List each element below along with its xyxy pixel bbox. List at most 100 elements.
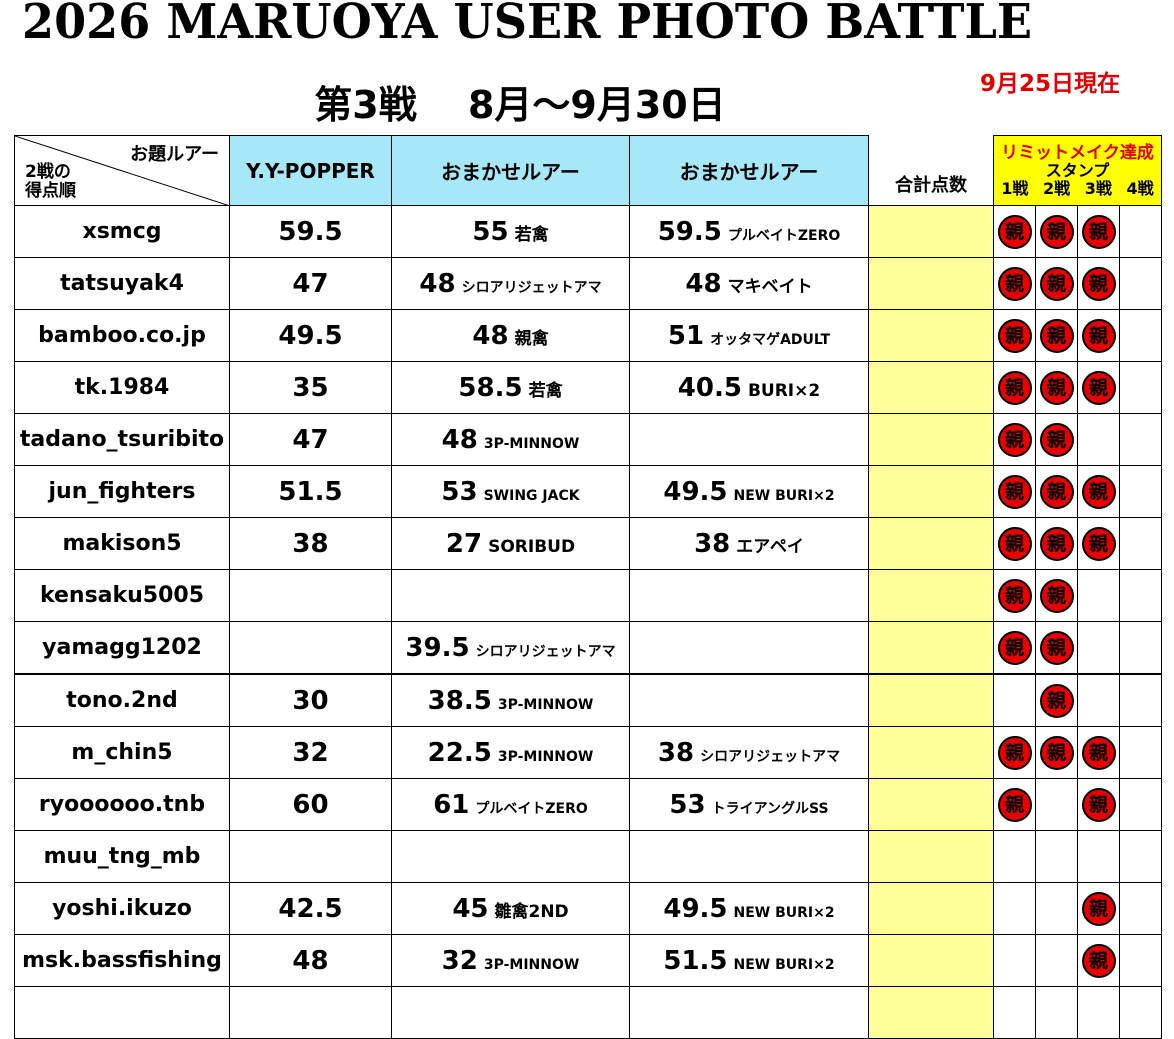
lure: プルベイトZERO bbox=[727, 227, 841, 244]
stamp: 親 bbox=[1081, 370, 1116, 405]
stamp-cell: 親 bbox=[1035, 569, 1078, 622]
total-cell bbox=[868, 934, 994, 987]
lure: シロアリジェットアマ bbox=[700, 748, 841, 765]
corner-top: お題ルアー bbox=[130, 144, 219, 165]
total-cell bbox=[868, 882, 994, 935]
stamp-cell bbox=[1119, 882, 1162, 935]
entry-cell bbox=[391, 569, 630, 622]
entry-cell: 38 シロアリジェットアマ bbox=[629, 726, 869, 779]
column-header: Y.Y-POPPER bbox=[229, 135, 392, 206]
total-cell bbox=[868, 257, 994, 310]
stamp-cell: 親 bbox=[993, 621, 1036, 675]
stamp: 親 bbox=[997, 318, 1032, 353]
stamp-cell bbox=[1119, 934, 1162, 987]
score: 45 bbox=[452, 893, 489, 924]
row: tk.1984 35 58.5 若禽 40.5 BURI×2 親親親 bbox=[14, 361, 1162, 414]
stamp-cell: 親 bbox=[993, 205, 1036, 258]
score-table: お題ルアー 2戦の 得点順 Y.Y-POPPER おまかせルアー おまかせルアー … bbox=[14, 135, 1162, 1039]
total-cell bbox=[868, 413, 994, 466]
stamp-cell: 親 bbox=[1077, 309, 1120, 362]
stamp-cell bbox=[1119, 673, 1162, 727]
stamp: 親 bbox=[1039, 214, 1074, 249]
stamp-cell: 親 bbox=[993, 569, 1036, 622]
stamp-cell bbox=[1119, 465, 1162, 518]
stamp-cell bbox=[1077, 621, 1120, 675]
row: kensaku5005 親親 bbox=[14, 569, 1162, 622]
stamp-cell: 親 bbox=[1035, 465, 1078, 518]
name-cell: msk.bassfishing bbox=[14, 934, 230, 987]
entry-cell bbox=[629, 569, 869, 622]
empty-cell bbox=[868, 986, 994, 1039]
stamp-cell bbox=[1035, 934, 1078, 987]
stamp: 親 bbox=[1081, 474, 1116, 509]
score-cell: 38 bbox=[229, 517, 392, 570]
stamp: 親 bbox=[997, 735, 1032, 770]
stamp: 親 bbox=[1039, 422, 1074, 457]
corner-bottom: 2戦の 得点順 bbox=[25, 163, 76, 201]
score: 61 bbox=[433, 789, 470, 820]
empty-cell bbox=[1035, 986, 1078, 1039]
stamp-cell bbox=[1119, 361, 1162, 414]
stamp: 親 bbox=[997, 787, 1032, 822]
row: xsmcg 59.5 55 若禽 59.5 プルベイトZERO 親親親 bbox=[14, 205, 1162, 258]
corner-cell: お題ルアー 2戦の 得点順 bbox=[14, 135, 230, 206]
score: 32 bbox=[441, 945, 478, 976]
stamp-cell bbox=[1119, 569, 1162, 622]
corner-line: 2戦の bbox=[25, 162, 71, 182]
row: bamboo.co.jp 49.5 48 親禽 51 オッタマゲADULT 親親親 bbox=[14, 309, 1162, 362]
lure: NEW BURI×2 bbox=[733, 487, 835, 504]
stamp-cell: 親 bbox=[1035, 673, 1078, 727]
stamp: 親 bbox=[1039, 735, 1074, 770]
entry-cell: 59.5 プルベイトZERO bbox=[629, 205, 869, 258]
corner-line: 得点順 bbox=[25, 181, 76, 201]
lure: シロアリジェットアマ bbox=[475, 643, 616, 660]
score-cell: 47 bbox=[229, 257, 392, 310]
row: yoshi.ikuzo 42.5 45 雛禽2ND 49.5 NEW BURI×2 親 bbox=[14, 882, 1162, 935]
stamp: 親 bbox=[1081, 318, 1116, 353]
stamp-cell: 親 bbox=[1035, 205, 1078, 258]
score-cell bbox=[229, 569, 392, 622]
entry-cell: 53 トライアングルSS bbox=[629, 778, 869, 831]
title: 2026 MARUOYA USER PHOTO BATTLE bbox=[22, 0, 1032, 50]
stamp: 親 bbox=[997, 370, 1032, 405]
lure: 3P-MINNOW bbox=[497, 748, 594, 765]
empty-cell bbox=[14, 986, 230, 1039]
score: 49.5 bbox=[278, 320, 343, 351]
score-cell: 42.5 bbox=[229, 882, 392, 935]
name-cell: yoshi.ikuzo bbox=[14, 882, 230, 935]
entry-cell: 27 SORIBUD bbox=[391, 517, 630, 570]
stamp-cell: 親 bbox=[1077, 205, 1120, 258]
stamp-cell bbox=[1035, 830, 1078, 883]
column-header: 合計点数 bbox=[868, 135, 994, 206]
score: 32 bbox=[292, 737, 329, 768]
stamp-subtitle: スタンプ bbox=[1045, 160, 1110, 180]
stamp-cell bbox=[1035, 778, 1078, 831]
stamp-cell: 親 bbox=[993, 726, 1036, 779]
score: 58.5 bbox=[458, 372, 523, 403]
as-of-date: 9月25日現在 bbox=[980, 71, 1121, 97]
stamp-cell: 親 bbox=[993, 361, 1036, 414]
score: 49.5 bbox=[663, 893, 728, 924]
name-cell: yamagg1202 bbox=[14, 621, 230, 675]
total-cell bbox=[868, 465, 994, 518]
stamp-cell: 親 bbox=[1077, 934, 1120, 987]
column-header: おまかせルアー bbox=[629, 135, 869, 206]
lure: 親禽 bbox=[514, 328, 549, 349]
score: 27 bbox=[445, 528, 483, 559]
stamp-title: リミットメイク達成 bbox=[1001, 142, 1154, 163]
total-cell bbox=[868, 517, 994, 570]
name-cell: m_chin5 bbox=[14, 726, 230, 779]
entry-cell: 38 エアペイ bbox=[629, 517, 869, 570]
total-cell bbox=[868, 205, 994, 258]
row: msk.bassfishing 48 32 3P-MINNOW 51.5 NEW BURI… bbox=[14, 934, 1162, 987]
row bbox=[14, 986, 1162, 1039]
entry-cell bbox=[629, 413, 869, 466]
stamp-cell bbox=[1119, 830, 1162, 883]
name-cell: tatsuyak4 bbox=[14, 257, 230, 310]
stamp-cell bbox=[993, 830, 1036, 883]
stamp: 親 bbox=[1039, 683, 1074, 718]
score: 51.5 bbox=[278, 476, 343, 507]
stamp: 親 bbox=[1081, 214, 1116, 249]
stamp: 親 bbox=[997, 214, 1032, 249]
stamp-cell bbox=[1119, 778, 1162, 831]
